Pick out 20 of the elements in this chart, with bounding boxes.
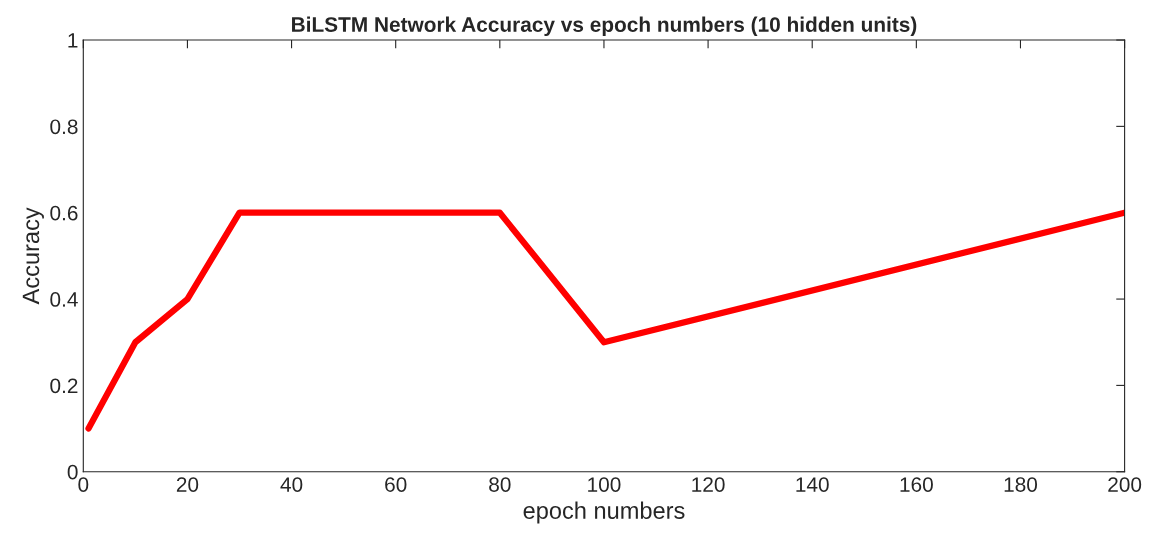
x-tick-label: 100 [588, 477, 621, 492]
x-tick-label: 180 [1004, 477, 1038, 492]
chart-title: BiLSTM Network Accuracy vs epoch numbers (10 hidden units) [292, 16, 917, 37]
x-tick-label: 200 [1108, 477, 1142, 492]
x-tick-label: 80 [489, 477, 511, 492]
x-tick-label: 60 [385, 477, 407, 492]
y-axis-title: Accuracy [22, 207, 44, 305]
y-tick-label: 1 [68, 33, 78, 48]
x-axis-title: epoch numbers [523, 501, 685, 524]
x-tick-label: 20 [176, 477, 199, 492]
x-tick-label: 120 [692, 477, 725, 492]
y-tick-label: 0.2 [50, 378, 78, 394]
y-tick-label: 0 [67, 464, 78, 480]
x-tick-label: 160 [900, 477, 933, 492]
x-tick-label: 0 [78, 477, 89, 492]
y-tick-label: 0.6 [50, 205, 78, 221]
y-tick-label: 0.4 [50, 292, 78, 307]
x-tick-label: 40 [280, 477, 303, 492]
y-tick-label: 0.8 [50, 119, 78, 135]
x-tick-label: 140 [796, 477, 829, 492]
